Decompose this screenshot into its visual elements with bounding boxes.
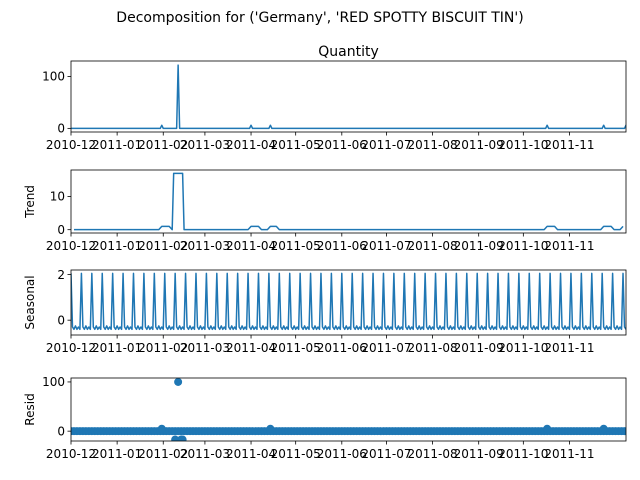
quantity-axes-frame — [70, 60, 627, 133]
quantity-xtick-label: 2011-01 — [92, 138, 142, 152]
seasonal-xtick-label: 2011-03 — [180, 341, 230, 355]
resid-xtick-label: 2011-08 — [407, 447, 457, 461]
trend-xtick-label: 2011-10 — [498, 239, 548, 253]
quantity-ytick-label: 100 — [42, 70, 65, 84]
resid-series — [71, 378, 626, 441]
resid-outlier-point — [266, 424, 275, 433]
trend-ytick-label: 0 — [57, 223, 65, 237]
quantity-line — [71, 64, 626, 130]
quantity-xtick-label: 2011-02 — [138, 138, 188, 152]
seasonal-panel: 022010-122011-012011-022011-032011-04201… — [23, 268, 627, 355]
trend-xtick-label: 2011-04 — [226, 239, 276, 253]
resid-ytick-label: 0 — [57, 424, 65, 438]
figure-suptitle: Decomposition for ('Germany', 'RED SPOTT… — [116, 10, 523, 26]
quantity-xtick-label: 2011-10 — [498, 138, 548, 152]
trend-xtick-label: 2011-02 — [138, 239, 188, 253]
quantity-xtick-label: 2011-04 — [226, 138, 276, 152]
trend-series — [73, 172, 624, 231]
resid-ytick-label: 100 — [42, 375, 65, 389]
resid-panel: 01002010-122011-012011-022011-032011-042… — [23, 375, 627, 461]
resid-xtick-label: 2011-03 — [180, 447, 230, 461]
seasonal-axes-frame — [70, 269, 627, 336]
seasonal-series — [71, 272, 626, 331]
resid-xtick-label: 2011-07 — [361, 447, 411, 461]
resid-xtick-label: 2011-10 — [498, 447, 548, 461]
resid-xtick-label: 2011-01 — [92, 447, 142, 461]
resid-outlier-point — [543, 424, 552, 433]
trend-xtick-label: 2011-07 — [361, 239, 411, 253]
quantity-xtick-label: 2011-07 — [361, 138, 411, 152]
seasonal-xtick-label: 2010-12 — [46, 341, 96, 355]
seasonal-xtick-label: 2011-01 — [92, 341, 142, 355]
resid-outlier-point — [157, 424, 166, 433]
quantity-panel: 01002010-122011-012011-022011-032011-042… — [42, 44, 627, 152]
seasonal-ytick-label: 0 — [57, 313, 65, 327]
resid-xtick-label: 2011-11 — [544, 447, 594, 461]
quantity-xtick-label: 2011-03 — [180, 138, 230, 152]
resid-point — [620, 427, 626, 436]
resid-axes-frame — [70, 377, 627, 442]
resid-ylabel: Resid — [23, 393, 37, 425]
resid-xtick-label: 2011-05 — [271, 447, 321, 461]
seasonal-line — [71, 272, 626, 331]
quantity-xtick-label: 2011-05 — [271, 138, 321, 152]
quantity-series — [71, 64, 626, 130]
quantity-xtick-label: 2011-09 — [454, 138, 504, 152]
resid-xtick-label: 2011-06 — [317, 447, 367, 461]
resid-xtick-label: 2010-12 — [46, 447, 96, 461]
seasonal-xtick-label: 2011-11 — [544, 341, 594, 355]
quantity-ytick-label: 0 — [57, 122, 65, 136]
resid-outlier-point — [174, 378, 183, 386]
seasonal-xtick-label: 2011-04 — [226, 341, 276, 355]
panels-group: 01002010-122011-012011-022011-032011-042… — [23, 44, 627, 461]
seasonal-xtick-label: 2011-08 — [407, 341, 457, 355]
trend-xtick-label: 2011-11 — [544, 239, 594, 253]
trend-line — [73, 172, 624, 231]
trend-ylabel: Trend — [23, 185, 37, 219]
resid-outlier-point — [599, 424, 608, 433]
trend-xtick-label: 2011-08 — [407, 239, 457, 253]
trend-xtick-label: 2011-09 — [454, 239, 504, 253]
resid-xtick-label: 2011-02 — [138, 447, 188, 461]
resid-outlier-point — [178, 435, 187, 441]
trend-xtick-label: 2010-12 — [46, 239, 96, 253]
seasonal-xtick-label: 2011-10 — [498, 341, 548, 355]
resid-xtick-label: 2011-09 — [454, 447, 504, 461]
trend-axes-frame — [70, 169, 627, 234]
trend-panel: 0102010-122011-012011-022011-032011-0420… — [23, 169, 627, 253]
trend-xtick-label: 2011-03 — [180, 239, 230, 253]
seasonal-ylabel: Seasonal — [23, 275, 37, 329]
quantity-title: Quantity — [318, 44, 379, 60]
trend-xtick-label: 2011-06 — [317, 239, 367, 253]
seasonal-xtick-label: 2011-02 — [138, 341, 188, 355]
trend-xtick-label: 2011-01 — [92, 239, 142, 253]
trend-xtick-label: 2011-05 — [271, 239, 321, 253]
quantity-xtick-label: 2011-06 — [317, 138, 367, 152]
seasonal-xtick-label: 2011-06 — [317, 341, 367, 355]
seasonal-xtick-label: 2011-07 — [361, 341, 411, 355]
seasonal-ytick-label: 2 — [57, 268, 65, 282]
seasonal-xtick-label: 2011-05 — [271, 341, 321, 355]
trend-ytick-label: 10 — [50, 190, 65, 204]
quantity-xtick-label: 2011-11 — [544, 138, 594, 152]
resid-xtick-label: 2011-04 — [226, 447, 276, 461]
quantity-xtick-label: 2011-08 — [407, 138, 457, 152]
quantity-xtick-label: 2010-12 — [46, 138, 96, 152]
seasonal-xtick-label: 2011-09 — [454, 341, 504, 355]
